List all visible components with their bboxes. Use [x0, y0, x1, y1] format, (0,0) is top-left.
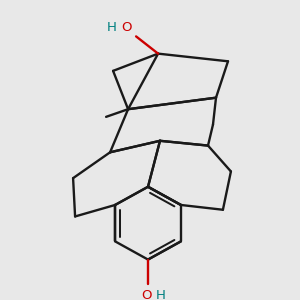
Text: O: O [142, 289, 152, 300]
Text: H: H [107, 21, 117, 34]
Text: H: H [156, 289, 166, 300]
Text: O: O [121, 21, 131, 34]
